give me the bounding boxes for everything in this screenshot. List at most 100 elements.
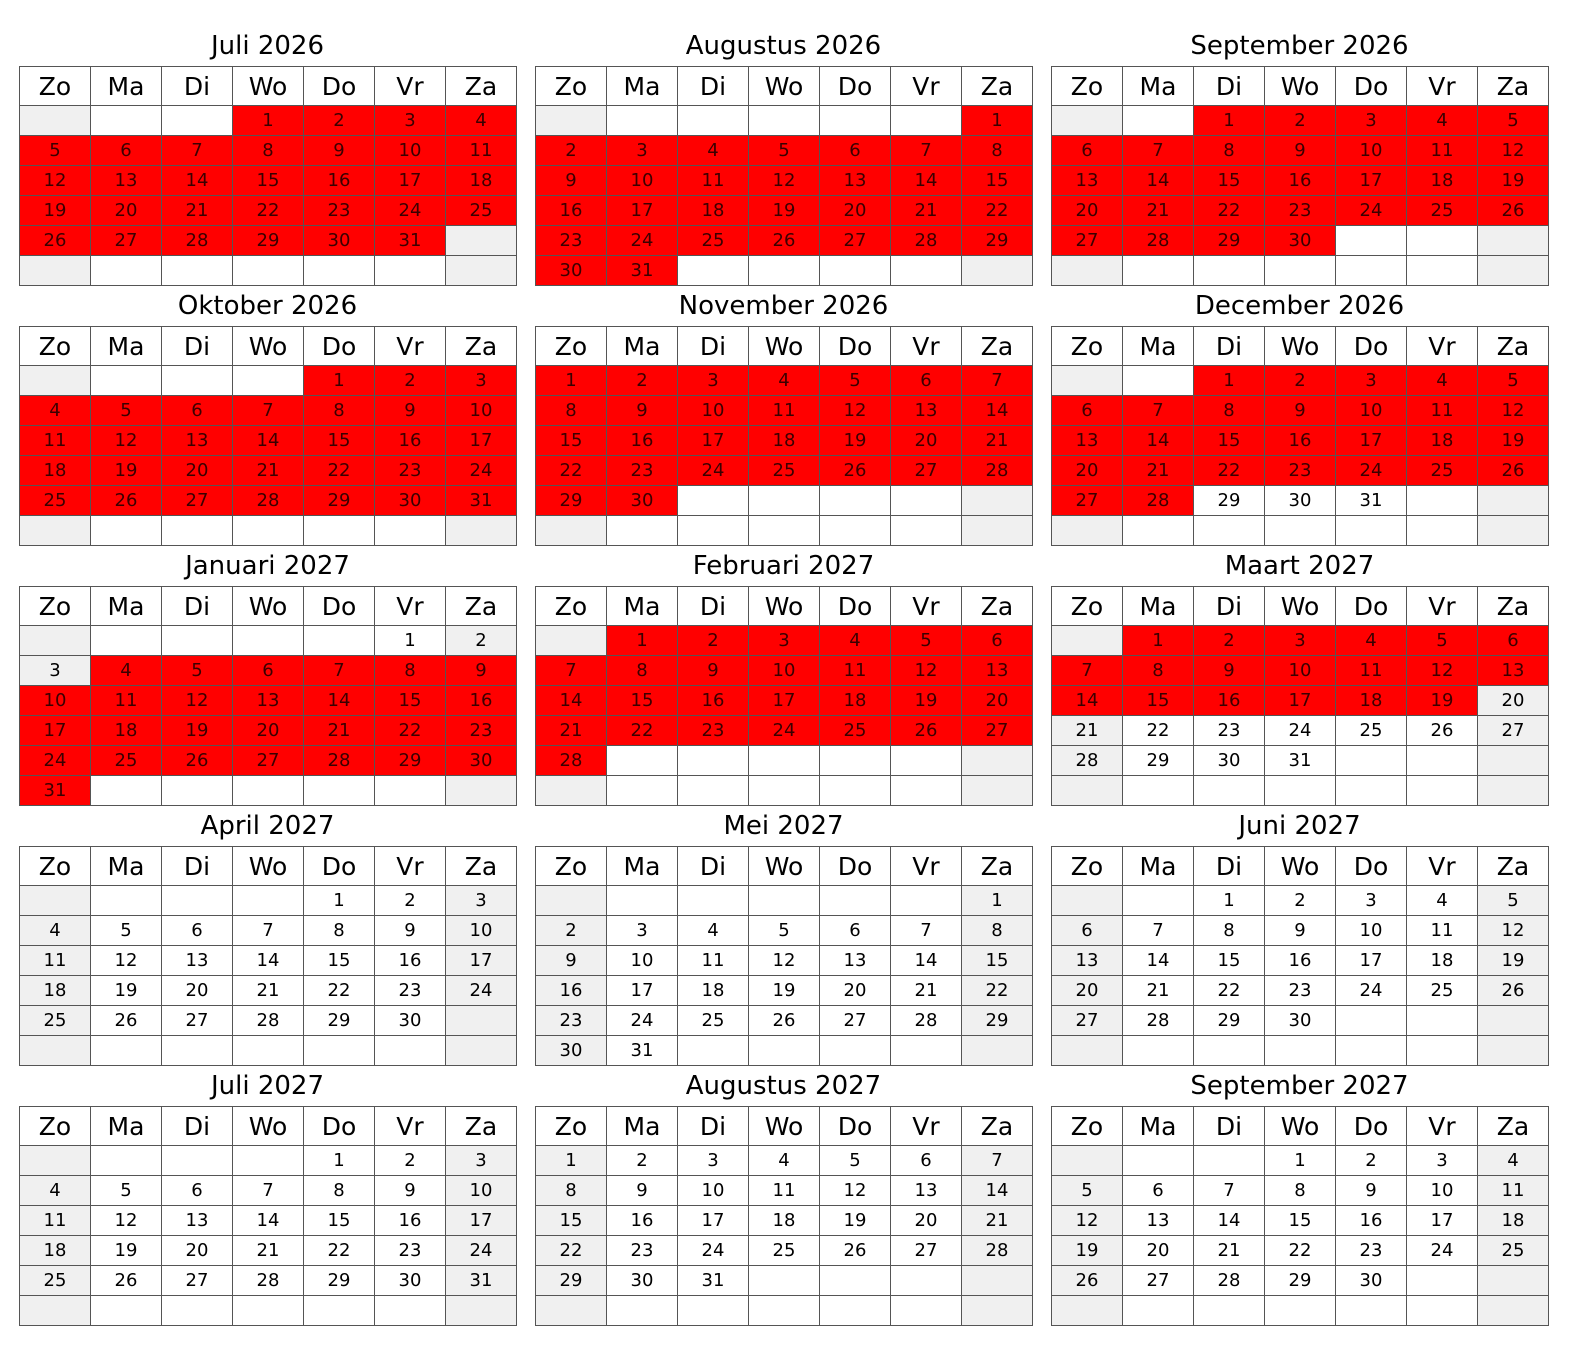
weekday-header: Do xyxy=(1335,846,1407,886)
day-cell: 14 xyxy=(161,165,233,196)
day-cell xyxy=(1335,255,1407,286)
day-cell xyxy=(819,745,891,776)
day-cell: 3 xyxy=(1264,625,1336,656)
day-cell xyxy=(1264,255,1336,286)
month-table: Zo Ma Di Wo Do Vr Za 1 2 3 4 5 6 7 8 9 10 11 12 13 14 15 16 17 1… xyxy=(19,846,517,1066)
day-cell: 15 xyxy=(1193,425,1265,456)
weekday-header-row: Zo Ma Di Wo Do Vr Za xyxy=(1051,846,1549,886)
day-cell: 27 xyxy=(232,745,304,776)
day-cell xyxy=(90,1145,162,1176)
week-row: 23 24 25 26 27 28 29 xyxy=(535,1005,1033,1036)
day-cell: 29 xyxy=(232,225,304,256)
day-cell xyxy=(961,515,1033,546)
day-cell: 25 xyxy=(748,1235,820,1266)
day-cell: 23 xyxy=(1335,1235,1407,1266)
day-cell: 15 xyxy=(1193,945,1265,976)
day-cell: 1 xyxy=(1264,1145,1336,1176)
day-cell: 7 xyxy=(1122,395,1194,426)
day-cell: 5 xyxy=(1477,105,1549,136)
day-cell xyxy=(1335,1035,1407,1066)
weekday-header: Za xyxy=(445,846,517,886)
day-cell: 31 xyxy=(677,1265,749,1296)
day-cell xyxy=(1477,745,1549,776)
day-cell: 20 xyxy=(1051,195,1123,226)
day-cell xyxy=(90,515,162,546)
day-cell xyxy=(1335,515,1407,546)
day-cell xyxy=(445,515,517,546)
day-cell: 15 xyxy=(535,1205,607,1236)
day-cell xyxy=(232,625,304,656)
week-row: 20 21 22 23 24 25 26 xyxy=(1051,455,1549,486)
day-cell xyxy=(1477,1005,1549,1036)
day-cell: 29 xyxy=(374,745,446,776)
day-cell xyxy=(1477,485,1549,516)
day-cell: 31 xyxy=(445,485,517,516)
day-cell xyxy=(445,255,517,286)
month-table: Zo Ma Di Wo Do Vr Za 1 2 3 4 5 6 7 8 9 10 11 12 13 14 15 16 17 1… xyxy=(19,1106,517,1326)
day-cell: 17 xyxy=(677,425,749,456)
day-cell xyxy=(606,775,678,806)
day-cell xyxy=(19,1035,91,1066)
day-cell: 4 xyxy=(819,625,891,656)
weekday-header: Zo xyxy=(1051,326,1123,366)
day-cell: 15 xyxy=(535,425,607,456)
month-table: Zo Ma Di Wo Do Vr Za 1 2 3 4 5 6 7 8 9 10 11 12 13 14 15 16 17 1… xyxy=(1051,1106,1549,1326)
day-cell: 10 xyxy=(606,945,678,976)
weekday-header: Zo xyxy=(19,846,91,886)
day-cell: 27 xyxy=(1051,485,1123,516)
day-cell: 5 xyxy=(1406,625,1478,656)
day-cell: 7 xyxy=(961,365,1033,396)
month-table: Zo Ma Di Wo Do Vr Za 1 2 3 4 5 6 7 8 9 10 11 12 13 14 15 16 17 1… xyxy=(19,586,517,806)
weekday-header: Vr xyxy=(374,66,446,106)
weekday-header: Do xyxy=(1335,1106,1407,1146)
day-cell: 25 xyxy=(748,455,820,486)
weekday-header: Di xyxy=(161,66,233,106)
weekday-header: Wo xyxy=(232,326,304,366)
day-cell: 31 xyxy=(1264,745,1336,776)
weekday-header: Do xyxy=(1335,586,1407,626)
day-cell: 21 xyxy=(961,425,1033,456)
day-cell: 22 xyxy=(303,455,375,486)
month-title: Juli 2027 xyxy=(210,1071,325,1101)
day-cell: 7 xyxy=(961,1145,1033,1176)
day-cell: 20 xyxy=(819,195,891,226)
week-row: 11 12 13 14 15 16 17 xyxy=(19,425,517,456)
weekday-header: Za xyxy=(1477,846,1549,886)
day-cell: 21 xyxy=(535,715,607,746)
day-cell: 16 xyxy=(535,195,607,226)
week-row: 12 13 14 15 16 17 18 xyxy=(19,165,517,196)
month-calendar: Maart 2027 Zo Ma Di Wo Do Vr Za 1 2 3 4 5 6 7 8 9 10 11 12 1… xyxy=(1051,548,1549,808)
day-cell: 22 xyxy=(535,455,607,486)
day-cell: 28 xyxy=(1122,1005,1194,1036)
day-cell: 8 xyxy=(303,915,375,946)
day-cell xyxy=(19,255,91,286)
day-cell: 19 xyxy=(819,425,891,456)
month-title: Augustus 2026 xyxy=(685,31,882,61)
day-cell: 22 xyxy=(1193,455,1265,486)
day-cell xyxy=(961,255,1033,286)
weekday-header: Wo xyxy=(748,326,820,366)
day-cell: 17 xyxy=(445,425,517,456)
day-cell xyxy=(1477,1035,1549,1066)
day-cell xyxy=(1122,105,1194,136)
week-row: 17 18 19 20 21 22 23 xyxy=(19,715,517,746)
day-cell: 25 xyxy=(1477,1235,1549,1266)
weekday-header: Vr xyxy=(374,1106,446,1146)
day-cell: 1 xyxy=(1193,885,1265,916)
day-cell xyxy=(1477,225,1549,256)
day-cell: 2 xyxy=(374,365,446,396)
day-cell: 22 xyxy=(1193,195,1265,226)
week-row: 22 23 24 25 26 27 28 xyxy=(535,455,1033,486)
day-cell: 6 xyxy=(1051,135,1123,166)
day-cell xyxy=(748,255,820,286)
weekday-header: Zo xyxy=(1051,66,1123,106)
weekday-header: Di xyxy=(161,586,233,626)
day-cell: 3 xyxy=(445,885,517,916)
weekday-header: Di xyxy=(1193,1106,1265,1146)
day-cell: 20 xyxy=(1051,455,1123,486)
day-cell xyxy=(677,485,749,516)
day-cell: 27 xyxy=(161,1265,233,1296)
day-cell: 27 xyxy=(890,1235,962,1266)
